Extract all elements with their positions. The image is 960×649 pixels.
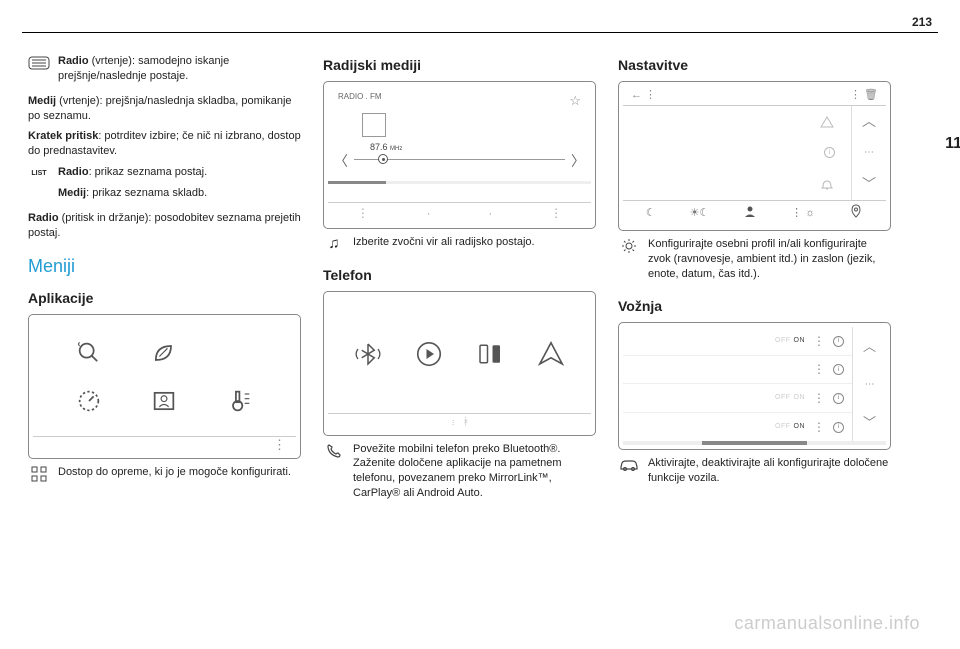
radijski-heading: Radijski mediji bbox=[323, 56, 596, 75]
chevron-left-icon: 〈 bbox=[334, 152, 348, 171]
list-medij-text: Medij: prikaz seznama skladb. bbox=[58, 186, 301, 201]
drive-row-2: ⋮i bbox=[623, 356, 852, 385]
mirrorlink-icon bbox=[475, 339, 505, 369]
column-3: Nastavitve ← ⋮ ⋮ 🗑 i ︿ ⋯ ﹀ bbox=[618, 18, 913, 511]
aplikacije-heading: Aplikacije bbox=[28, 289, 301, 308]
apps-more-icon: ⋮ bbox=[33, 436, 296, 454]
phone-icon bbox=[323, 443, 345, 459]
app-eco-icon bbox=[150, 339, 178, 367]
drive-row-3: OFFON ⋮i bbox=[623, 384, 852, 413]
telefon-screenshot: ⋮ ᚼ bbox=[323, 291, 596, 436]
android-auto-icon bbox=[536, 339, 566, 369]
radio-rotate-text: Radio (vrtenje): samodejno iskanje prejš… bbox=[58, 54, 301, 84]
aplikacije-screenshot: ⋮ bbox=[28, 314, 301, 459]
brightness-moon-icon: ☀☾ bbox=[690, 206, 710, 221]
settings-row-bell bbox=[623, 169, 851, 200]
radijski-hint-row: ♫ Izberite zvočni vir ali radijsko posta… bbox=[323, 235, 596, 256]
kratek-text: Kratek pritisk: potrditev izbire; če nič… bbox=[28, 129, 301, 159]
watermark: carmanualsonline.info bbox=[734, 611, 920, 635]
dial-icon bbox=[28, 55, 50, 71]
app-search-icon bbox=[75, 339, 103, 367]
music-note-icon: ♫ bbox=[323, 236, 345, 252]
footer-more-icon: ⋮ bbox=[357, 205, 369, 221]
radijski-hint-text: Izberite zvočni vir ali radijsko postajo… bbox=[353, 235, 596, 250]
bluetooth-radiate-icon bbox=[353, 339, 383, 369]
nastavitve-hint-row: Konfigurirajte osebni profil in/ali konf… bbox=[618, 237, 891, 288]
radio-progress bbox=[328, 181, 591, 184]
ellipsis-icon: ⋯ bbox=[853, 365, 886, 403]
radio-frequency: 87.6 MHz bbox=[370, 141, 402, 153]
column-1: Radio (vrtenje): samodejno iskanje prejš… bbox=[28, 18, 323, 511]
chevron-up-icon: ︿ bbox=[853, 327, 886, 365]
radio-hold-text: Radio (pritisk in držanje): posodobitev … bbox=[28, 211, 301, 241]
radio-art-placeholder bbox=[362, 113, 386, 137]
chapter-number: 11 bbox=[945, 133, 960, 155]
top-rule bbox=[22, 32, 938, 33]
medij-text: Medij (vrtenje): prejšnja/naslednja skla… bbox=[28, 94, 301, 124]
back-icon: ← ⋮ bbox=[631, 88, 656, 103]
gear-sun-icon: ⋮ ☼ bbox=[791, 206, 815, 221]
telefon-hint-text: Povežite mobilni telefon preko Bluetooth… bbox=[353, 442, 596, 501]
play-circle-icon bbox=[414, 339, 444, 369]
voznja-screenshot: OFFON ⋮i ⋮i OFFON ⋮i OFFON ⋮i bbox=[618, 322, 891, 450]
star-icon: ☆ bbox=[569, 92, 581, 110]
trash-icon: ⋮ 🗑 bbox=[850, 88, 878, 103]
nastavitve-hint-text: Konfigurirajte osebni profil in/ali konf… bbox=[648, 237, 891, 282]
chevron-up-icon: ︿ bbox=[852, 106, 886, 137]
nastavitve-heading: Nastavitve bbox=[618, 56, 891, 75]
app-temp-icon bbox=[226, 387, 254, 415]
column-2: Radijski mediji RADIO . FM ☆ 87.6 MHz 〈 … bbox=[323, 18, 618, 511]
voznja-heading: Vožnja bbox=[618, 297, 891, 316]
app-contact-icon bbox=[150, 387, 178, 415]
drive-row-1: OFFON ⋮i bbox=[623, 327, 852, 356]
footer-more-icon: ⋮ bbox=[550, 205, 562, 221]
radio-rotate-row: Radio (vrtenje): samodejno iskanje prejš… bbox=[28, 54, 301, 90]
list-radio-text: Radio: prikaz seznama postaj. bbox=[58, 165, 301, 180]
radio-tuner-dot bbox=[378, 154, 388, 164]
bluetooth-small-icon: ⋮ ᚼ bbox=[450, 415, 469, 430]
ellipsis-icon: ⋯ bbox=[852, 137, 886, 168]
apps-hint-text: Dostop do opreme, ki jo je mogoče konfig… bbox=[58, 465, 301, 480]
telefon-hint-row: Povežite mobilni telefon preko Bluetooth… bbox=[323, 442, 596, 507]
meniji-heading: Meniji bbox=[28, 254, 301, 278]
gear-icon bbox=[618, 238, 640, 254]
footer-dot-icon: · bbox=[427, 205, 431, 221]
app-gauge-icon bbox=[75, 387, 103, 415]
car-icon bbox=[618, 457, 640, 473]
settings-row-info: i bbox=[623, 137, 851, 168]
list-row: LIST Radio: prikaz seznama postaj. Medij… bbox=[28, 165, 301, 207]
apps-grid-icon bbox=[28, 466, 50, 482]
side-column: 11 TOYOTA Connect Radio bbox=[913, 18, 960, 511]
telefon-heading: Telefon bbox=[323, 266, 596, 285]
settings-row-triangle bbox=[623, 106, 851, 137]
drive-progress bbox=[623, 441, 886, 445]
chevron-down-icon: ﹀ bbox=[852, 169, 886, 200]
list-label-icon: LIST bbox=[28, 166, 50, 182]
nastavitve-screenshot: ← ⋮ ⋮ 🗑 i ︿ ⋯ ﹀ ☾ bbox=[618, 81, 891, 231]
moon-icon: ☾ bbox=[646, 206, 656, 221]
drive-row-4: OFFON ⋮i bbox=[623, 413, 852, 442]
chevron-right-icon: 〉 bbox=[571, 152, 585, 171]
chevron-down-icon: ﹀ bbox=[853, 403, 886, 441]
footer-dot-icon: · bbox=[488, 205, 492, 221]
radio-band-label: RADIO . FM bbox=[338, 92, 382, 110]
radijski-screenshot: RADIO . FM ☆ 87.6 MHz 〈 〉 ⋮ · · ⋮ bbox=[323, 81, 596, 229]
voznja-hint-text: Aktivirajte, deaktivirajte ali konfiguri… bbox=[648, 456, 891, 486]
user-icon bbox=[743, 204, 757, 223]
apps-hint-row: Dostop do opreme, ki jo je mogoče konfig… bbox=[28, 465, 301, 486]
voznja-hint-row: Aktivirajte, deaktivirajte ali konfiguri… bbox=[618, 456, 891, 492]
location-pin-icon bbox=[849, 204, 863, 223]
